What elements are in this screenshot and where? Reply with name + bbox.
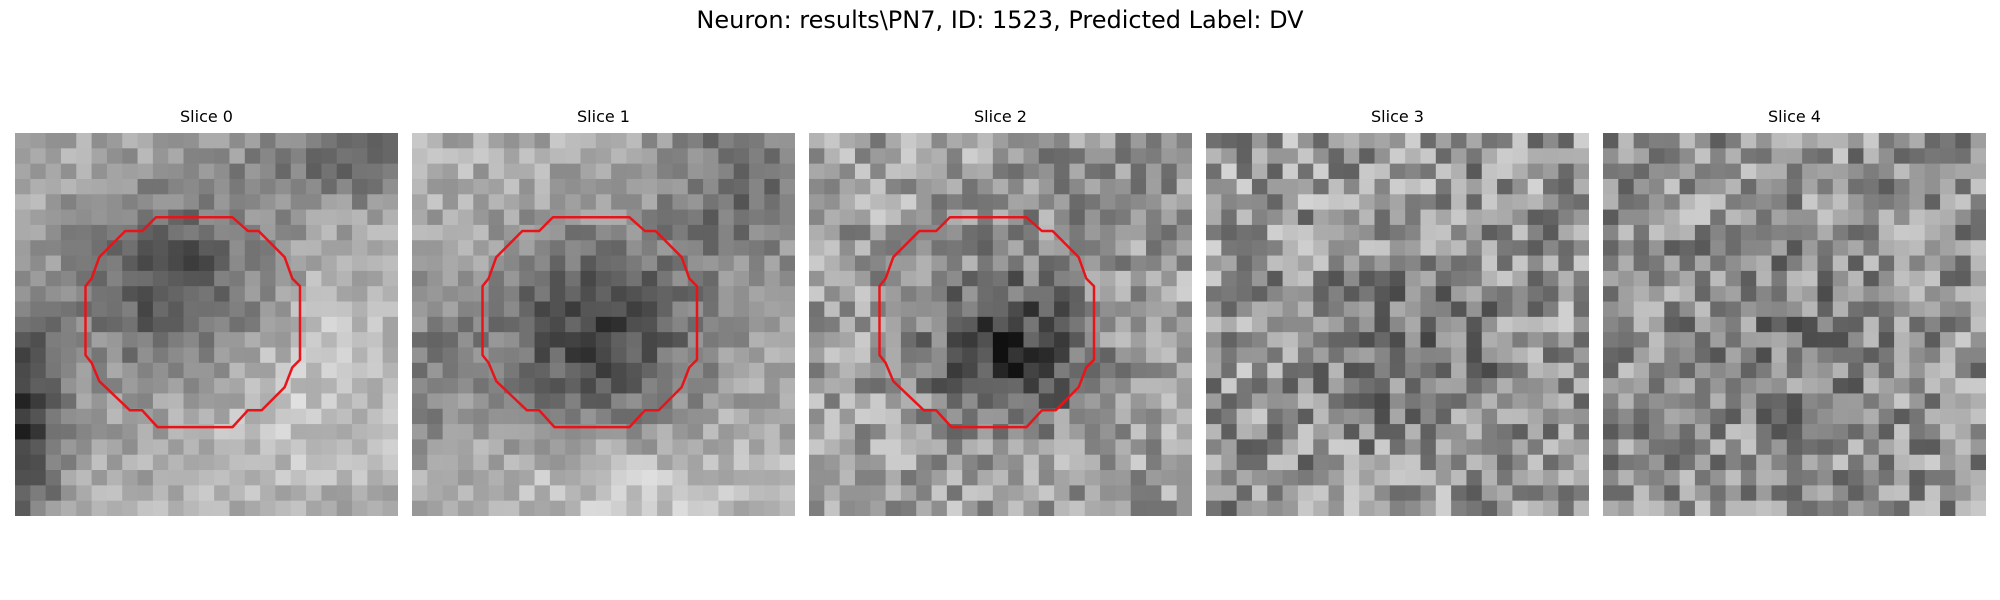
slice-image <box>1206 133 1589 516</box>
slice-image <box>809 133 1192 516</box>
slice-title: Slice 2 <box>974 107 1027 126</box>
slice-title: Slice 0 <box>180 107 233 126</box>
roi-contour <box>84 216 302 429</box>
roi-contour <box>481 216 699 429</box>
roi-contour <box>878 216 1096 429</box>
slice-title: Slice 3 <box>1371 107 1424 126</box>
slice-title: Slice 4 <box>1768 107 1821 126</box>
slice-image <box>1603 133 1986 516</box>
slice-title: Slice 1 <box>577 107 630 126</box>
slice-image <box>15 133 398 516</box>
figure-title: Neuron: results\PN7, ID: 1523, Predicted… <box>696 6 1304 34</box>
slice-image <box>412 133 795 516</box>
